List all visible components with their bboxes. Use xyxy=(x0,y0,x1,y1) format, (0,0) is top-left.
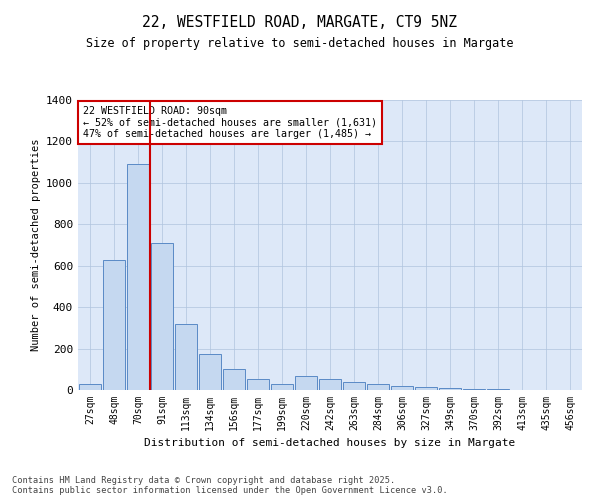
Bar xyxy=(463,389,485,390)
Bar xyxy=(319,378,341,390)
Bar xyxy=(247,378,269,390)
Text: 22, WESTFIELD ROAD, MARGATE, CT9 5NZ: 22, WESTFIELD ROAD, MARGATE, CT9 5NZ xyxy=(143,15,458,30)
Bar xyxy=(295,376,317,390)
Bar xyxy=(271,384,293,390)
Text: Size of property relative to semi-detached houses in Margate: Size of property relative to semi-detach… xyxy=(86,38,514,51)
Bar xyxy=(439,388,461,390)
Bar xyxy=(127,164,149,390)
Bar xyxy=(103,260,125,390)
X-axis label: Distribution of semi-detached houses by size in Margate: Distribution of semi-detached houses by … xyxy=(145,438,515,448)
Y-axis label: Number of semi-detached properties: Number of semi-detached properties xyxy=(31,138,41,352)
Bar xyxy=(79,384,101,390)
Bar xyxy=(415,387,437,390)
Bar xyxy=(151,243,173,390)
Text: Contains HM Land Registry data © Crown copyright and database right 2025.
Contai: Contains HM Land Registry data © Crown c… xyxy=(12,476,448,495)
Bar xyxy=(391,386,413,390)
Bar xyxy=(367,384,389,390)
Bar xyxy=(199,354,221,390)
Bar xyxy=(343,382,365,390)
Bar xyxy=(175,324,197,390)
Text: 22 WESTFIELD ROAD: 90sqm
← 52% of semi-detached houses are smaller (1,631)
47% o: 22 WESTFIELD ROAD: 90sqm ← 52% of semi-d… xyxy=(83,106,377,139)
Bar xyxy=(223,370,245,390)
